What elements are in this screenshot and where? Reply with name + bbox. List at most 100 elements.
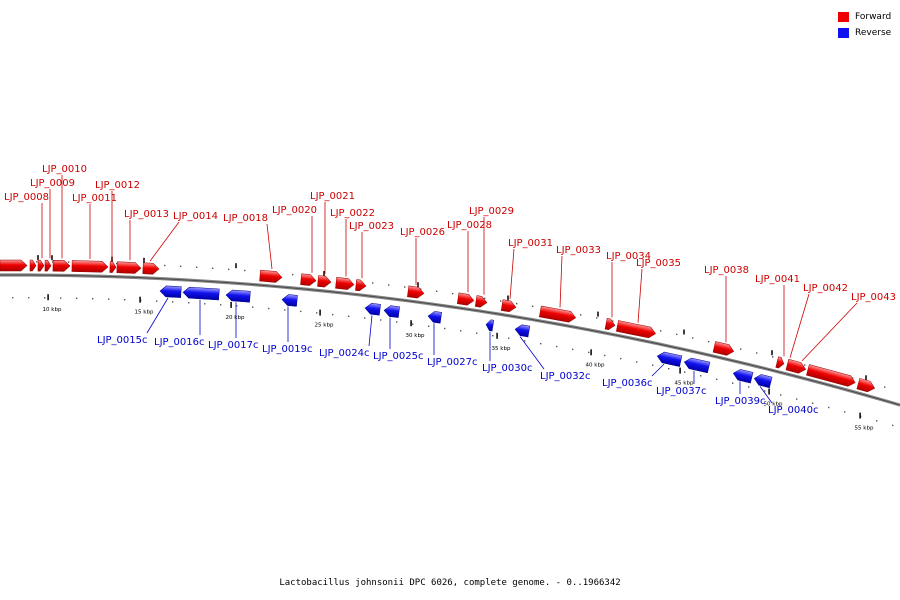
scale-tick [496, 332, 498, 339]
guide-dot [316, 312, 318, 314]
guide-dot [236, 305, 238, 307]
forward-gene-label: LJP_0026 [400, 227, 445, 238]
guide-dot [116, 262, 118, 265]
reverse-gene-arrow [364, 303, 381, 316]
scale-tick-label: 35 kbp [492, 346, 511, 352]
guide-dot [460, 330, 462, 332]
forward-gene-arrow [300, 273, 317, 286]
forward-gene-arrow [407, 285, 425, 299]
forward-gene-label: LJP_0008 [4, 192, 49, 203]
guide-dot [580, 314, 582, 316]
reverse-gene-arrow-shape [383, 305, 400, 318]
guide-dot [876, 420, 878, 422]
forward-gene-arrow [615, 320, 656, 339]
scale-tick-label: 25 kbp [315, 323, 334, 329]
legend-item-forward: Forward [838, 9, 900, 24]
guide-dot [692, 337, 694, 339]
guide-dot [772, 356, 774, 358]
guide-dot [812, 402, 814, 404]
guide-dot [60, 297, 62, 299]
reverse-gene-arrow [281, 294, 298, 307]
forward-leader-line [149, 221, 180, 262]
reverse-gene-arrow-shape [485, 319, 495, 332]
guide-dot [796, 398, 798, 400]
forward-gene-arrow [335, 277, 355, 290]
scale-tick-label: 45 kbp [675, 381, 694, 387]
guide-dot [508, 337, 510, 339]
scale-tick [679, 367, 681, 374]
guide-dot [204, 303, 206, 305]
guide-dot [228, 268, 230, 271]
guide-dot [412, 323, 414, 325]
gene-boundary-tick [235, 263, 237, 269]
gene-boundary-tick [597, 311, 599, 317]
forward-leader-line [266, 223, 273, 270]
guide-dot [748, 386, 750, 388]
guide-dot [884, 386, 886, 388]
reverse-gene-arrow [182, 286, 220, 301]
forward-gene-arrow-shape [0, 259, 28, 272]
guide-dot [700, 375, 702, 377]
forward-gene-arrow [317, 275, 332, 288]
guide-dot [476, 332, 478, 334]
forward-gene-label: LJP_0042 [803, 283, 848, 294]
guide-dot [780, 394, 782, 396]
forward-leader-line [801, 302, 858, 362]
guide-dot [892, 424, 894, 427]
forward-gene-label: LJP_0021 [310, 191, 355, 202]
forward-gene-label: LJP_0028 [447, 220, 492, 231]
forward-gene-label: LJP_0009 [30, 178, 75, 189]
guide-dot [124, 299, 126, 301]
scale-tick [139, 296, 141, 303]
forward-gene-label: LJP_0043 [851, 292, 896, 303]
forward-gene-label: LJP_0035 [636, 258, 681, 269]
guide-dot [556, 345, 558, 348]
guide-dot [372, 282, 374, 284]
forward-gene-arrow-shape [300, 273, 317, 286]
guide-dot [388, 284, 390, 286]
reverse-gene-arrow-shape [656, 351, 683, 367]
guide-dot [532, 305, 534, 307]
forward-gene-label: LJP_0031 [508, 238, 553, 249]
forward-gene-arrow [71, 260, 109, 273]
guide-dot [156, 300, 158, 302]
reverse-gene-label: LJP_0024c [319, 348, 370, 359]
guide-dot [484, 297, 486, 300]
reverse-gene-label: LJP_0017c [208, 340, 259, 351]
guide-dot [76, 297, 78, 299]
reverse-leader-line [146, 297, 169, 334]
forward-gene-arrow-shape [474, 295, 488, 308]
forward-gene-label: LJP_0029 [469, 206, 514, 217]
guide-dot [740, 348, 742, 350]
reverse-gene-arrow-shape [281, 294, 298, 307]
guide-dot [212, 267, 214, 269]
forward-gene-arrow [500, 299, 517, 313]
forward-gene-arrow [109, 261, 117, 273]
guide-dot [684, 371, 686, 373]
genome-backbone-core [0, 274, 900, 406]
forward-gene-arrow-shape [806, 364, 856, 387]
forward-gene-arrow-shape [52, 259, 71, 272]
legend-label-reverse: Reverse [855, 27, 892, 38]
guide-dot [68, 261, 70, 263]
legend-item-reverse: Reverse [838, 25, 900, 40]
forward-gene-arrow [116, 261, 142, 274]
reverse-gene-arrow-shape [159, 285, 182, 298]
reverse-gene-label: LJP_0015c [97, 335, 148, 346]
scale-tick-label: 30 kbp [406, 333, 425, 339]
forward-gene-arrow-shape [109, 261, 117, 273]
gene-boundary-tick [37, 255, 39, 261]
guide-dot [300, 310, 302, 313]
gene-boundary-tick [683, 329, 685, 335]
forward-gene-arrow [712, 341, 735, 356]
reverse-gene-arrow [514, 324, 531, 338]
forward-swatch [838, 11, 849, 22]
forward-gene-label: LJP_0013 [124, 209, 169, 220]
guide-dot [164, 264, 166, 267]
guide-dot [588, 351, 590, 354]
forward-gene-arrow [0, 259, 28, 272]
guide-dot [44, 297, 46, 299]
forward-gene-label: LJP_0038 [704, 265, 749, 276]
guide-dot [540, 343, 542, 345]
